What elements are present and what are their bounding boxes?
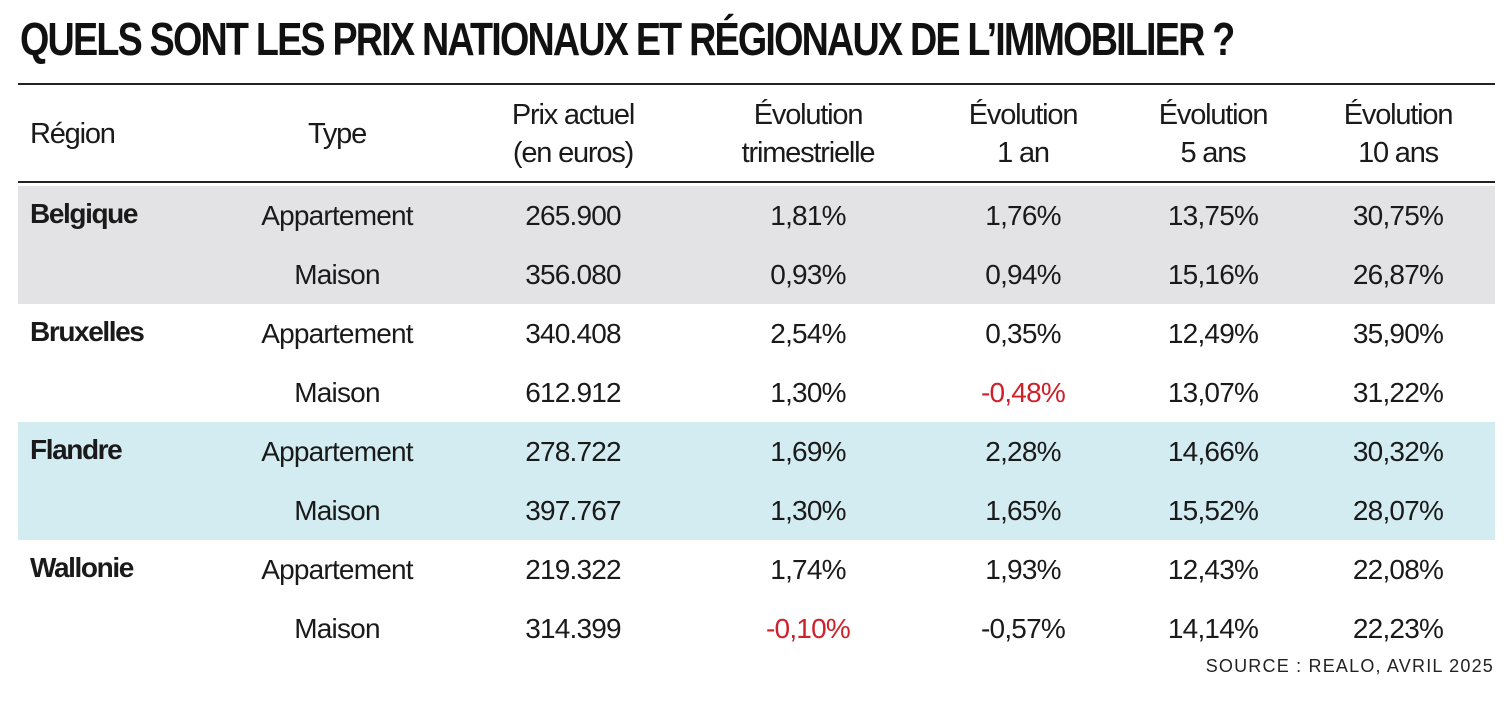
- cell-ans5: 14,14%: [1167, 613, 1259, 644]
- cell-an1: 1,65%: [985, 495, 1061, 526]
- cell-ans10: 22,08%: [1352, 554, 1444, 585]
- column-header-line: Prix actuel: [511, 98, 635, 131]
- cell-an1: 0,94%: [985, 259, 1061, 290]
- cell-prix: 278.722: [525, 436, 621, 467]
- source-note: SOURCE : REALO, AVRIL 2025: [1205, 656, 1494, 676]
- cell-ans10: 28,07%: [1352, 495, 1444, 526]
- cell-ans5: 12,43%: [1167, 554, 1259, 585]
- cell-ans5: 15,52%: [1167, 495, 1259, 526]
- cell-prix: 397.767: [525, 495, 621, 526]
- cell-trim: 0,93%: [770, 259, 846, 290]
- cell-trim: 1,30%: [770, 495, 846, 526]
- column-header-ans10: Évolution 10 ans: [1308, 86, 1488, 181]
- cell-type: Appartement: [261, 554, 413, 585]
- column-header-line: Type: [307, 117, 367, 150]
- table-row: Maison 397.767 1,30% 1,65% 15,52% 28,07%: [18, 481, 1495, 540]
- region-band-belgique: [18, 186, 1495, 304]
- cell-ans5: 13,07%: [1167, 377, 1259, 408]
- table-row: Belgique Appartement 265.900 1,81% 1,76% 13,7…: [18, 186, 1495, 245]
- cell-prix: 356.080: [525, 259, 621, 290]
- cell-an1: 2,28%: [985, 436, 1061, 467]
- cell-prix: 340.408: [525, 318, 621, 349]
- column-header-line: 1 an: [997, 136, 1050, 169]
- cell-type: Maison: [294, 613, 380, 644]
- column-header-line: Région: [30, 117, 116, 150]
- cell-type: Maison: [294, 259, 380, 290]
- table-row: Flandre Appartement 278.722 1,69% 2,28% 14,66…: [18, 422, 1495, 481]
- column-header-line: Évolution: [1158, 98, 1269, 131]
- column-header-line: (en euros): [512, 136, 634, 169]
- cell-type: Maison: [294, 495, 380, 526]
- cell-trim: 1,69%: [770, 436, 846, 467]
- cell-trim: 1,30%: [770, 377, 846, 408]
- region-band-flandre: [18, 422, 1495, 540]
- cell-trim: -0,10%: [766, 613, 851, 644]
- cell-ans10: 30,32%: [1352, 436, 1444, 467]
- cell-ans10: 30,75%: [1352, 200, 1444, 231]
- header-rule: [18, 181, 1495, 183]
- cell-an1: 1,76%: [985, 200, 1061, 231]
- cell-ans10: 22,23%: [1352, 613, 1444, 644]
- page-title: QUELS SONT LES PRIX NATIONAUX ET RÉGIONA…: [20, 13, 1235, 65]
- column-header-line: Évolution: [753, 98, 864, 131]
- region-label: Wallonie: [30, 552, 134, 583]
- table-row: Wallonie Appartement 219.322 1,74% 1,93% 12,4…: [18, 540, 1495, 599]
- column-header-ans5: Évolution 5 ans: [1118, 86, 1308, 181]
- cell-type: Maison: [294, 377, 380, 408]
- table-row: Maison 314.399 -0,10% -0,57% 14,14% 22,23%: [18, 599, 1495, 658]
- cell-ans10: 26,87%: [1352, 259, 1444, 290]
- cell-an1: -0,48%: [981, 377, 1066, 408]
- table-row: Maison 356.080 0,93% 0,94% 15,16% 26,87%: [18, 245, 1495, 304]
- column-header-line: 10 ans: [1358, 136, 1439, 169]
- cell-an1: -0,57%: [981, 613, 1066, 644]
- cell-ans5: 14,66%: [1167, 436, 1259, 467]
- column-header-region: Région: [30, 86, 230, 181]
- cell-ans10: 35,90%: [1352, 318, 1444, 349]
- cell-an1: 1,93%: [985, 554, 1061, 585]
- cell-prix: 219.322: [525, 554, 621, 585]
- cell-trim: 1,74%: [770, 554, 846, 585]
- region-label: Bruxelles: [30, 316, 145, 347]
- column-header-trim: Évolution trimestrielle: [708, 86, 908, 181]
- cell-prix: 314.399: [525, 613, 621, 644]
- column-header-line: Évolution: [968, 98, 1079, 131]
- cell-prix: 265.900: [525, 200, 621, 231]
- cell-type: Appartement: [261, 436, 413, 467]
- cell-prix: 612.912: [525, 377, 621, 408]
- column-header-line: 5 ans: [1180, 136, 1247, 169]
- cell-type: Appartement: [261, 318, 413, 349]
- cell-ans5: 13,75%: [1167, 200, 1259, 231]
- cell-trim: 2,54%: [770, 318, 846, 349]
- column-header-line: trimestrielle: [741, 136, 876, 169]
- column-header-an1: Évolution 1 an: [928, 86, 1118, 181]
- top-rule: [18, 83, 1495, 85]
- table-header: Région Type Prix actuel (en euros) Évolution…: [18, 86, 1495, 181]
- cell-trim: 1,81%: [770, 200, 846, 231]
- cell-ans10: 31,22%: [1352, 377, 1444, 408]
- cell-type: Appartement: [261, 200, 413, 231]
- table-row: Bruxelles Appartement 340.408 2,54% 0,35% 12,…: [18, 304, 1495, 363]
- table-row: Maison 612.912 1,30% -0,48% 13,07% 31,22%: [18, 363, 1495, 422]
- cell-ans5: 12,49%: [1167, 318, 1259, 349]
- cell-an1: 0,35%: [985, 318, 1061, 349]
- column-header-prix: Prix actuel (en euros): [468, 86, 678, 181]
- column-header-type: Type: [222, 86, 452, 181]
- cell-ans5: 15,16%: [1167, 259, 1259, 290]
- region-label: Belgique: [30, 198, 138, 229]
- column-header-line: Évolution: [1343, 98, 1454, 131]
- region-label: Flandre: [30, 434, 123, 465]
